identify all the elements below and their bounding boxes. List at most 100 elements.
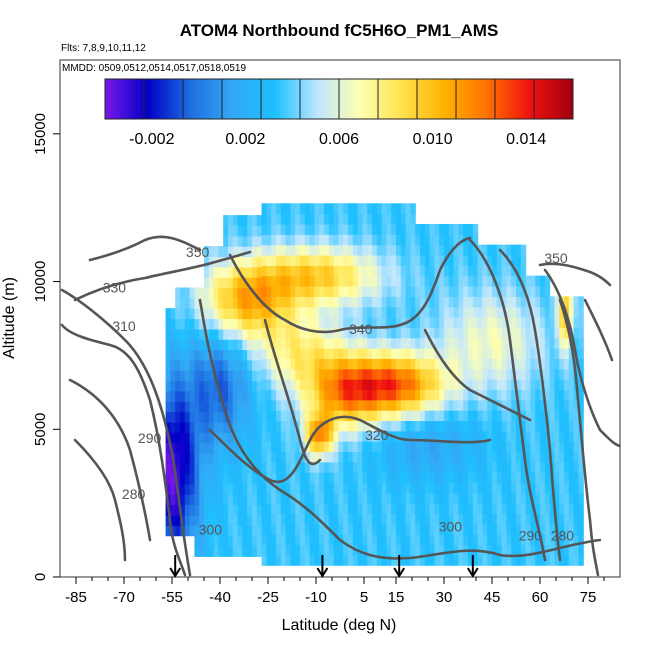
heatmap-cell	[424, 337, 431, 349]
heatmap-cell	[208, 432, 215, 444]
heatmap-cell	[184, 297, 191, 309]
heatmap-cell	[501, 441, 507, 453]
heatmap-cell	[448, 503, 455, 515]
heatmap-cell	[261, 368, 267, 380]
heatmap-cell	[352, 472, 359, 484]
heatmap-cell	[309, 503, 315, 515]
heatmap-cell	[487, 306, 493, 318]
heatmap-cell	[448, 348, 455, 359]
heatmap-cell	[290, 223, 296, 235]
heatmap-cell	[237, 215, 243, 227]
colorbar-segment	[553, 79, 558, 119]
heatmap-cell	[549, 513, 555, 525]
heatmap-cell	[549, 379, 555, 390]
heatmap-cell	[280, 534, 287, 546]
heatmap-cell	[448, 492, 455, 504]
heatmap-cell	[544, 554, 551, 566]
heatmap-cell	[477, 286, 483, 297]
heatmap-cell	[295, 544, 301, 556]
heatmap-cell	[400, 286, 407, 297]
heatmap-cell	[578, 534, 584, 546]
heatmap-cell	[319, 213, 325, 225]
heatmap-cell	[434, 358, 440, 370]
flight-arrow-head	[169, 567, 182, 578]
heatmap-cell	[357, 441, 363, 453]
heatmap-cell	[247, 277, 253, 289]
heatmap-cell	[477, 275, 483, 287]
heatmap-cell	[468, 492, 474, 504]
heatmap-cell	[223, 452, 229, 464]
heatmap-cell	[256, 411, 263, 423]
heatmap-cell	[319, 317, 325, 328]
heatmap-cell	[328, 286, 335, 297]
heatmap-cell	[520, 554, 527, 566]
heatmap-cell	[496, 317, 503, 328]
heatmap-cell	[372, 306, 378, 318]
heatmap-cell	[204, 339, 210, 351]
heatmap-cell	[482, 286, 488, 297]
heatmap-cell	[180, 380, 186, 392]
heatmap-cell	[352, 275, 359, 287]
heatmap-cell	[189, 463, 195, 475]
heatmap-cell	[343, 410, 349, 422]
heatmap-cell	[410, 203, 416, 215]
heatmap-cell	[319, 306, 325, 318]
heatmap-cell	[487, 327, 493, 339]
heatmap-cell	[496, 368, 503, 380]
heatmap-cell	[290, 513, 296, 525]
heatmap-cell	[429, 223, 435, 235]
heatmap-cell	[444, 327, 450, 339]
heatmap-cell	[448, 399, 455, 411]
heatmap-cell	[204, 318, 210, 330]
heatmap-cell	[194, 349, 200, 361]
colorbar: -0.002 0.002 0.006 0.010 0.014	[104, 78, 574, 148]
heatmap-cell	[319, 503, 325, 515]
heatmap-cell	[372, 275, 378, 287]
heatmap-cell	[290, 337, 296, 349]
heatmap-cell	[444, 286, 450, 297]
heatmap-cell	[540, 430, 546, 442]
heatmap-cell	[376, 554, 383, 566]
heatmap-cell	[372, 410, 378, 422]
colorbar-segment	[132, 79, 137, 119]
heatmap-cell	[362, 420, 368, 432]
heatmap-cell	[280, 441, 287, 453]
heatmap-cell	[439, 379, 445, 390]
heatmap-cell	[304, 368, 311, 380]
colorbar-segment	[140, 79, 145, 119]
heatmap-cell	[218, 339, 224, 351]
heatmap-cell	[328, 472, 335, 484]
heatmap-cell	[223, 246, 229, 258]
heatmap-cell	[487, 534, 493, 546]
heatmap-cell	[444, 234, 450, 246]
heatmap-cell	[309, 379, 315, 390]
heatmap-cell	[372, 337, 378, 349]
colorbar-segment	[413, 79, 418, 119]
heatmap-cell	[280, 306, 287, 318]
heatmap-cell	[482, 306, 488, 318]
heatmap-cell	[453, 275, 459, 287]
heatmap-cell	[453, 265, 459, 277]
heatmap-cell	[362, 451, 368, 463]
heatmap-cell	[271, 461, 277, 473]
heatmap-cell	[247, 432, 253, 444]
heatmap-cell	[463, 451, 469, 463]
heatmap-cell	[420, 337, 426, 349]
heatmap-cell	[237, 463, 243, 475]
colorbar-frame	[104, 78, 574, 120]
heatmap-cell	[343, 482, 349, 494]
heatmap-cell	[540, 327, 546, 339]
heatmap-cell	[434, 399, 440, 411]
heatmap-cell	[285, 554, 291, 566]
heatmap-cell	[506, 265, 512, 277]
heatmap-cell	[511, 254, 517, 266]
heatmap-cell	[535, 275, 541, 287]
heatmap-cell	[376, 420, 383, 432]
heatmap-cell	[199, 494, 205, 506]
heatmap-cell	[338, 451, 344, 463]
heatmap-cell	[487, 544, 493, 556]
heatmap-cell	[314, 430, 320, 442]
heatmap-cell	[280, 492, 287, 504]
heatmap-cell	[477, 554, 483, 566]
heatmap-cell	[415, 348, 421, 359]
